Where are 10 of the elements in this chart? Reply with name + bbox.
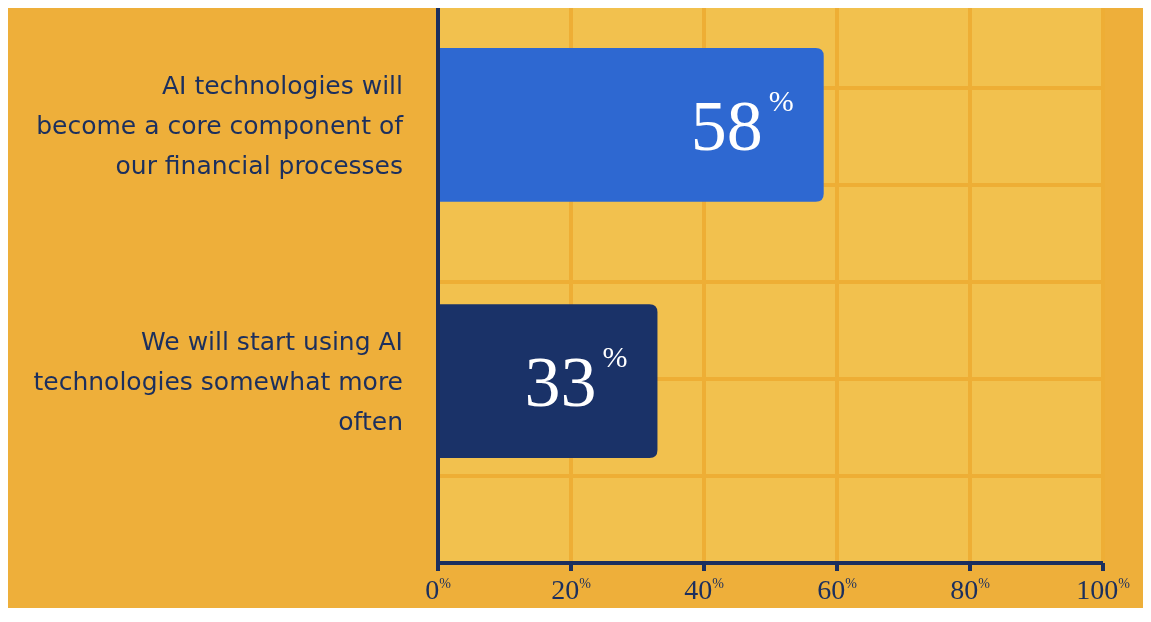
data-label: 33$^{%}$ xyxy=(524,340,628,423)
x-tick-label: 20$^{%}$ xyxy=(551,574,592,605)
y-tick-label: We will start using AI technologies somewhat more often xyxy=(33,327,403,437)
data-label: 58$^{%}$ xyxy=(690,83,794,166)
x-tick-label: 0$^{%}$ xyxy=(425,574,452,605)
x-tick-label: 100$^{%}$ xyxy=(1076,574,1131,605)
x-tick-label: 80$^{%}$ xyxy=(950,574,991,605)
x-tick-label: 40$^{%}$ xyxy=(684,574,725,605)
x-tick-label: 60$^{%}$ xyxy=(817,574,858,605)
y-tick-label: AI technologies will become a core component of our financial processes xyxy=(36,70,405,180)
